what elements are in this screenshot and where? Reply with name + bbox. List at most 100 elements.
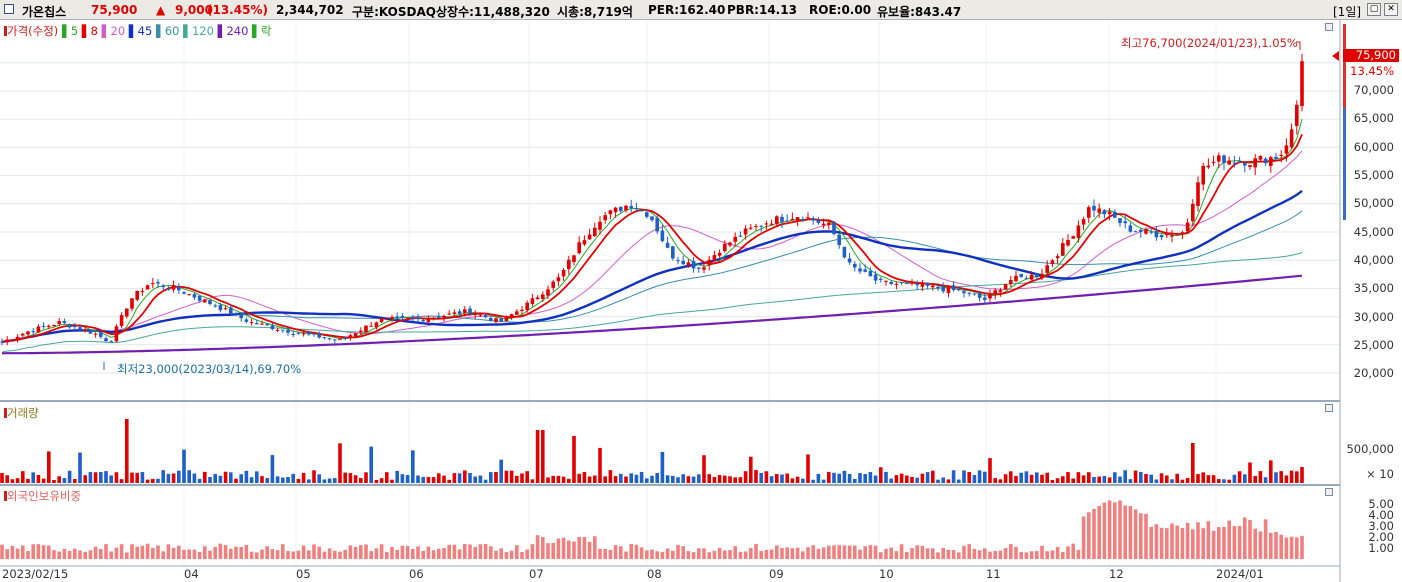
volume-bar [1263,477,1268,483]
candle-body [853,263,857,268]
volume-bar [1092,476,1096,483]
candle-body [322,337,327,339]
volume-bar [1055,478,1060,483]
foreign-ratio-bar [26,550,30,559]
y-label: 25,000 [1353,338,1394,352]
period-selector[interactable]: [1일] [1333,5,1362,19]
panel-minimize-button[interactable] [1325,488,1333,496]
volume-bar [93,472,98,483]
stock-name[interactable]: 가온칩스 [22,5,67,19]
legend-ma5[interactable]: ▌5 [61,24,79,38]
volume-bar [1274,472,1278,483]
foreign-ratio-bar [442,547,446,559]
legend-ma240[interactable]: ▌240 [217,24,249,38]
y-label: 35,000 [1353,281,1394,295]
volume-bar [395,470,399,483]
legend-ma45[interactable]: ▌45 [128,24,153,38]
foreign-ratio-bar [1159,527,1164,559]
foreign-ratio-bar [899,544,904,559]
candle-body [572,255,576,262]
volume-bar [546,477,550,483]
candle-body [182,292,186,294]
foreign-ratio-bar [639,547,644,559]
candle-body [743,228,748,235]
foreign-ratio-bar [192,549,197,559]
candle-body [899,282,904,284]
candle-body [707,259,711,266]
foreign-ratio-bar [1217,527,1221,559]
legend-ex-rights[interactable]: ▌락 [252,24,272,38]
candle-body [390,317,394,320]
volume-bar [858,473,862,483]
y-label: 40,000 [1353,253,1394,267]
volume-bar [837,473,841,483]
candle-body [203,299,207,303]
volume-bar [525,471,529,483]
volume-bar [431,477,436,483]
panel-minimize-button[interactable] [1325,23,1333,31]
volume-bar [847,473,852,483]
volume-bar [931,470,935,483]
foreign-ratio-bar [473,547,477,559]
volume-bar [785,473,789,483]
foreign-title[interactable]: 외국인보유비중 [7,489,82,503]
legend-price[interactable]: 가격(수정) [7,24,59,38]
panel-divider[interactable] [0,400,1340,402]
candle-body [1003,284,1008,290]
volume-bar [821,479,826,483]
foreign-ratio-bar [967,544,971,559]
foreign-ratio-bar [1175,525,1179,559]
legend-ma20[interactable]: ▌20 [101,24,126,38]
legend-ma120[interactable]: ▌120 [183,24,214,38]
foreign-ratio-bar [1201,528,1205,559]
volume-bar [733,477,737,483]
foreign-ratio-bar [1003,547,1008,559]
panel-minimize-button[interactable] [1325,404,1333,412]
foreign-ratio-bar [1071,543,1075,559]
foreign-ratio-bar [795,547,800,559]
candle-body [431,317,436,320]
candle-body [712,255,717,262]
candle-body [47,325,51,327]
foreign-ratio-bar [177,545,181,559]
foreign-ratio-bar [561,537,566,559]
foreign-ratio-bar [281,544,285,559]
foreign-ratio-bar [452,544,457,559]
volume-title[interactable]: 거래량 [7,406,39,420]
legend-ma60[interactable]: ▌60 [155,24,180,38]
foreign-ratio-bar [119,544,124,559]
volume-bar [728,476,732,483]
legend-ma8[interactable]: ▌8 [81,24,98,38]
volume-bar [868,472,873,483]
foreign-ratio-bar [457,549,462,559]
foreign-ratio-bar [853,545,857,559]
candle-body [603,215,607,221]
candle-body [1055,256,1060,259]
foreign-ratio-bar [1123,505,1127,559]
volume-bar [873,475,878,483]
candle-body [1102,210,1107,215]
foreign-ratio-bar [671,550,675,559]
volume-bar [879,467,883,483]
candle-body [842,246,847,258]
volume-bar [452,473,457,483]
candle-body [905,282,909,284]
candle-body [894,283,899,285]
volume-bar [333,478,337,483]
foreign-ratio-bar [816,548,821,559]
maximize-button[interactable]: ▢ [1367,3,1381,16]
foreign-ratio-bar [1144,513,1148,559]
candle-body [447,313,451,315]
panel-divider[interactable] [0,484,1340,486]
volume-bar [832,472,836,483]
candle-body [1107,211,1112,215]
foreign-ratio-bar [1149,526,1153,559]
foreign-ratio-bar [931,548,935,559]
foreign-ratio-bar [390,546,394,559]
close-button[interactable]: ✕ [1384,3,1398,16]
foreign-ratio-bar [759,551,763,559]
volume-bar [530,479,535,483]
foreign-ratio-bar [842,545,847,559]
candle-body [535,297,540,300]
